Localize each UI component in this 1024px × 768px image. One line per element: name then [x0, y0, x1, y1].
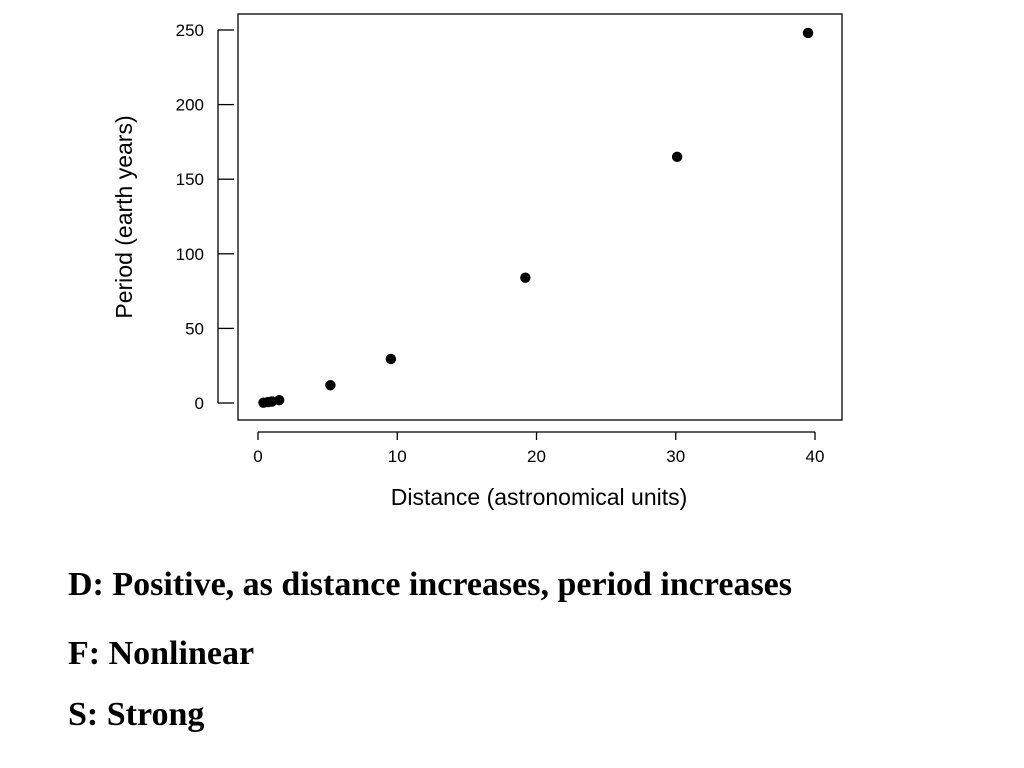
data-points — [258, 27, 814, 408]
caption-form: F: Nonlinear — [68, 635, 255, 672]
data-point — [520, 272, 531, 283]
data-point — [273, 394, 285, 406]
x-tick-label: 20 — [527, 447, 546, 466]
y-tick-label: 50 — [185, 319, 204, 338]
caption-direction: D: Positive, as distance increases, peri… — [68, 566, 792, 603]
x-axis: 0 10 20 30 40 — [253, 431, 825, 466]
x-tick-label: 30 — [666, 447, 685, 466]
data-point — [325, 380, 336, 391]
x-tick-label: 10 — [388, 447, 407, 466]
y-tick-label: 100 — [176, 245, 204, 264]
caption-strength: S: Strong — [68, 696, 205, 733]
y-axis: 0 50 100 150 200 250 — [176, 21, 234, 413]
data-point — [802, 27, 814, 39]
plot-frame — [237, 13, 843, 421]
x-axis-title: Distance (astronomical units) — [391, 484, 688, 510]
y-tick-label: 0 — [195, 394, 204, 413]
scatter-chart: 0 10 20 30 40 0 50 100 150 200 250 Distance (astr… — [111, 13, 843, 510]
y-axis-title: Period (earth years) — [111, 115, 137, 318]
y-tick-label: 250 — [176, 21, 204, 40]
y-tick-label: 200 — [176, 96, 204, 115]
x-tick-label: 0 — [253, 447, 262, 466]
data-point — [385, 353, 397, 365]
y-tick-label: 150 — [176, 170, 204, 189]
x-tick-label: 40 — [806, 447, 825, 466]
data-point — [671, 151, 683, 163]
